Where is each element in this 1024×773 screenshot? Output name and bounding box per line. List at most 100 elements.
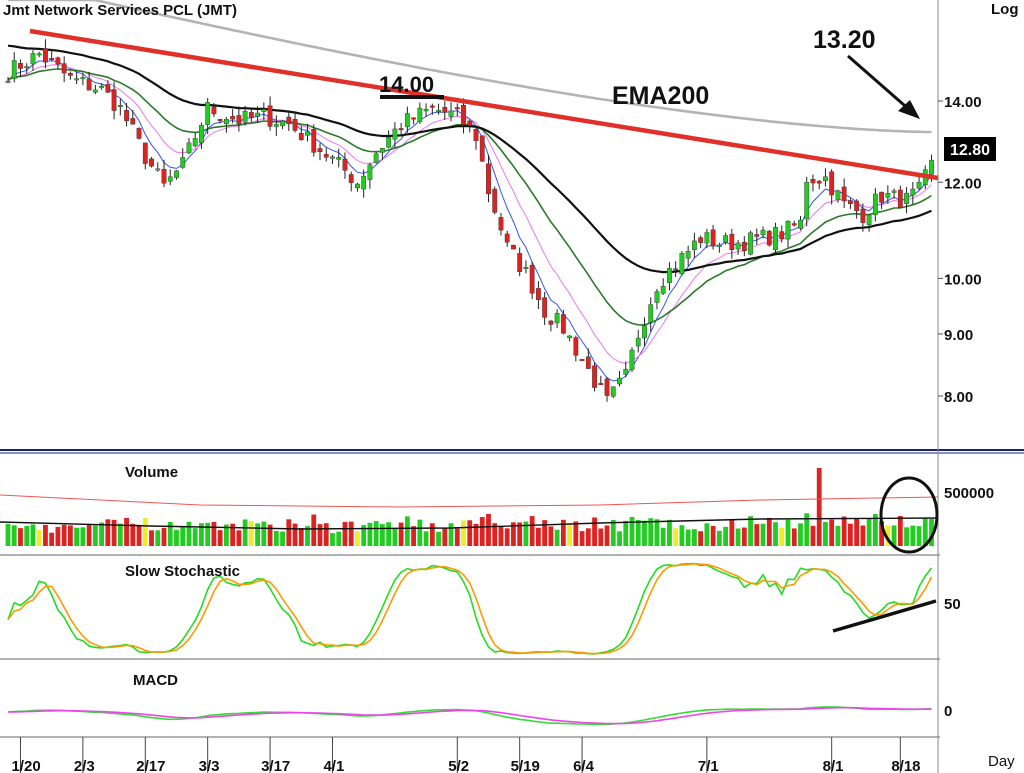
labels: Jmt Network Services PCL (JMT) Log EMA20… <box>3 1 1019 770</box>
candle <box>766 229 772 247</box>
candle <box>841 178 847 208</box>
ema200-line <box>8 0 932 134</box>
target-arrow <box>847 54 913 114</box>
candle-body <box>124 110 129 121</box>
volume-bar <box>729 519 735 546</box>
volume-bar <box>167 521 173 546</box>
volume-bar <box>504 528 510 546</box>
candle <box>779 225 785 243</box>
candle-body <box>635 337 641 347</box>
candle-body <box>367 164 373 180</box>
candle-body <box>292 118 298 131</box>
volume-bar <box>816 468 822 546</box>
candle <box>467 119 473 133</box>
candle-body <box>567 335 573 339</box>
volume-bar <box>286 519 292 546</box>
candle-body <box>161 168 167 184</box>
candle-body <box>436 109 441 112</box>
volume-bar <box>592 517 597 546</box>
volume-bar <box>311 514 317 546</box>
candle <box>398 122 404 137</box>
candle-body <box>754 234 760 237</box>
volume-bar <box>660 527 666 546</box>
candle <box>298 125 304 141</box>
candle-body <box>236 115 242 125</box>
candle <box>61 56 67 83</box>
candle-body <box>554 313 560 324</box>
candle-body <box>866 214 872 225</box>
stochastic-tick: 50 <box>944 596 961 613</box>
candle-body <box>573 337 579 356</box>
candle <box>585 348 591 369</box>
candle <box>136 127 142 140</box>
volume-bar <box>773 522 778 546</box>
candle <box>149 157 154 168</box>
volume-bar <box>305 526 310 546</box>
candle <box>223 117 229 133</box>
candle-body <box>18 63 23 69</box>
candle-body <box>723 235 729 243</box>
volume-bar <box>461 520 466 546</box>
price-tick-label: 14.00 <box>944 94 982 111</box>
volume-bar <box>872 514 878 546</box>
volume-bar <box>292 523 298 546</box>
candle <box>174 170 179 180</box>
candle <box>773 222 778 254</box>
candle <box>791 220 797 227</box>
volume-bar <box>411 526 416 546</box>
candle <box>36 51 42 58</box>
candle-body <box>49 58 55 60</box>
candle <box>43 39 48 69</box>
volume-bar <box>716 530 722 546</box>
candle-body <box>24 66 30 69</box>
candle <box>604 376 610 402</box>
candle <box>592 362 597 392</box>
candle-body <box>373 153 379 163</box>
volume-bar <box>24 526 30 546</box>
candle-body <box>735 242 741 250</box>
volume-bar <box>30 524 36 546</box>
stochastic-d-line <box>7 562 933 655</box>
volume-bar <box>848 523 853 546</box>
candle <box>411 117 416 125</box>
candle-body <box>380 148 385 153</box>
candle <box>18 59 23 78</box>
volume-bar <box>891 525 897 546</box>
candle <box>442 100 448 121</box>
candle-body <box>211 106 217 115</box>
candle <box>267 96 273 131</box>
candle <box>292 111 298 133</box>
candle-body <box>498 217 504 231</box>
candle-body <box>267 105 273 127</box>
last-price-label: 12.80 <box>950 142 990 159</box>
candle-body <box>355 183 360 189</box>
candle <box>49 49 55 62</box>
volume-bar <box>567 523 572 546</box>
candle-body <box>461 104 466 125</box>
candle-body <box>43 48 48 63</box>
volume-bar <box>529 516 535 546</box>
volume-highlight-circle <box>879 476 939 554</box>
volume-bar <box>342 521 348 546</box>
candle <box>536 281 541 309</box>
volume-bar <box>604 525 610 546</box>
candle-body <box>92 89 98 93</box>
candle-body <box>654 291 660 303</box>
candle-body <box>342 158 348 171</box>
volume-bar <box>922 518 928 546</box>
candle <box>342 152 348 179</box>
volume-bar <box>92 525 98 546</box>
candle-body <box>423 108 429 112</box>
candle-body <box>741 241 747 251</box>
volume-bar <box>448 523 454 546</box>
volume-bar <box>211 521 217 546</box>
candle <box>829 169 835 205</box>
date-tick-label: 2/17 <box>136 758 165 773</box>
candle-body <box>136 127 142 139</box>
volume-bar <box>49 532 55 546</box>
volume-bar <box>542 520 548 546</box>
candle <box>554 309 560 329</box>
volume-bar <box>255 523 260 546</box>
candle-body <box>766 230 772 246</box>
candle <box>835 189 841 203</box>
